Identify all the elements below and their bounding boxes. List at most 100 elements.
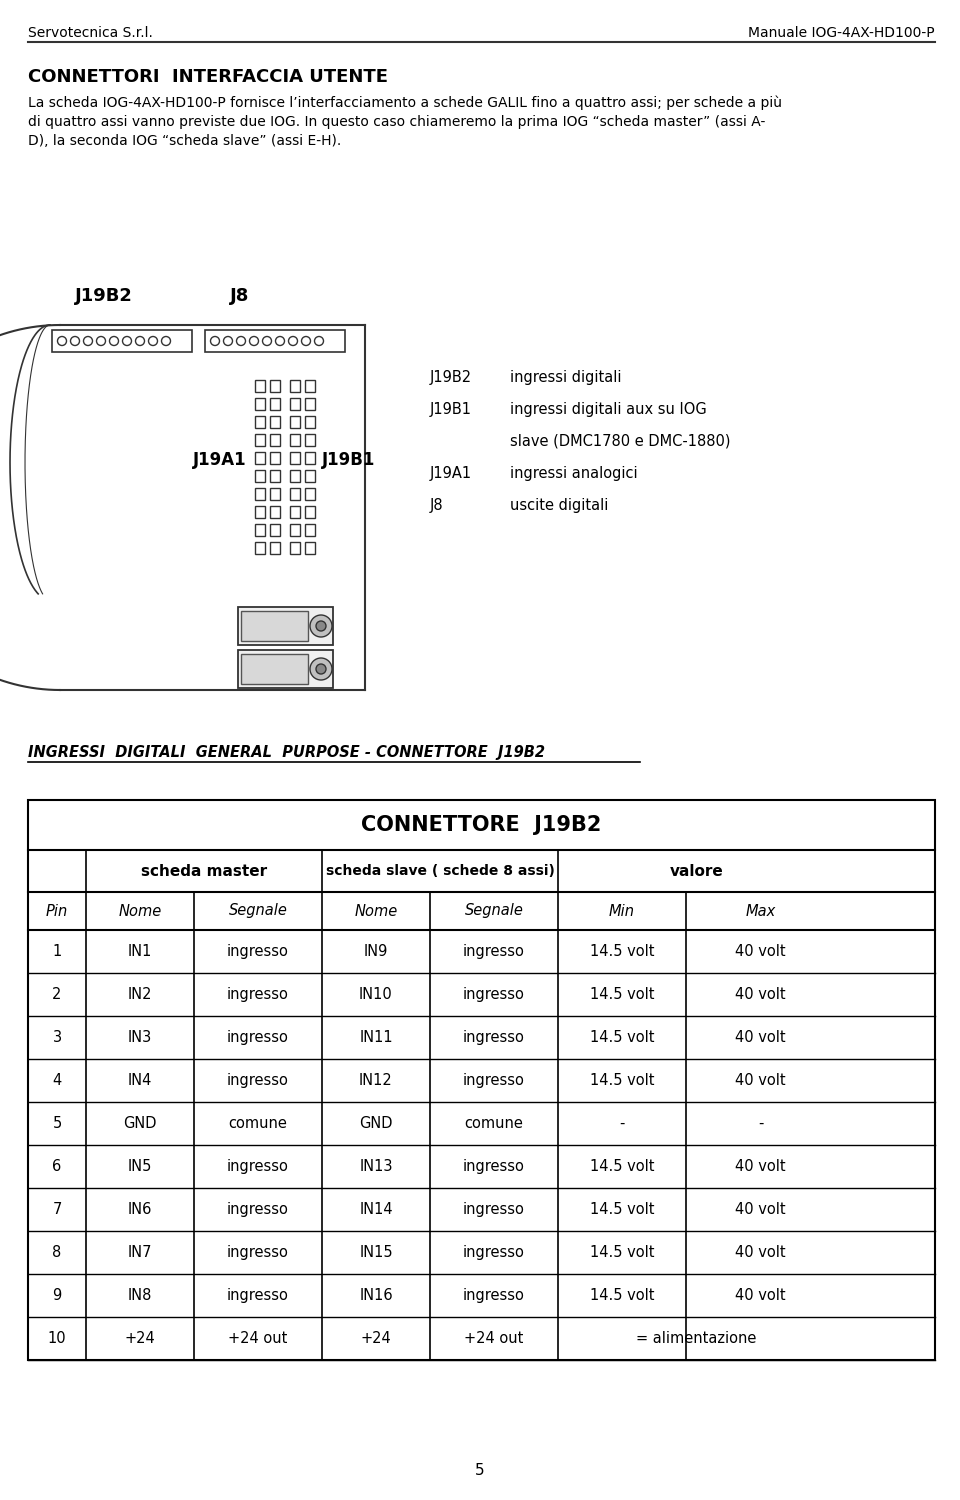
Text: IN15: IN15 [359,1245,393,1260]
Bar [52,330,192,352]
Text: valore: valore [670,864,724,879]
Text: IN12: IN12 [359,1072,393,1088]
Text: J8: J8 [430,498,444,513]
Text: D), la seconda IOG “scheda slave” (assi E-H).: D), la seconda IOG “scheda slave” (assi … [28,134,341,148]
Bar [255,524,265,536]
Text: IN14: IN14 [359,1202,393,1216]
Text: 40 volt: 40 volt [735,1030,786,1045]
Bar [290,506,300,518]
Text: Pin: Pin [46,903,68,918]
Text: Segnale: Segnale [228,903,287,918]
Text: J19B1: J19B1 [430,402,472,417]
Bar [290,433,300,445]
Text: ingresso: ingresso [228,1288,289,1304]
Text: ingresso: ingresso [228,944,289,958]
Bar [270,524,280,536]
Text: IN3: IN3 [128,1030,152,1045]
Bar [290,380,300,392]
Text: 1: 1 [53,944,61,958]
Bar [255,506,265,518]
Bar [270,470,280,482]
Bar [255,542,265,554]
Bar [290,488,300,500]
Bar [255,433,265,445]
Text: 14.5 volt: 14.5 volt [589,987,655,1002]
Text: ingressi digitali: ingressi digitali [510,370,621,386]
Bar [270,433,280,445]
Bar [290,470,300,482]
Text: 10: 10 [48,1330,66,1346]
Bar [290,542,300,554]
Text: Nome: Nome [354,903,397,918]
Text: ingresso: ingresso [463,1160,525,1174]
Bar [305,416,315,428]
Bar [305,542,315,554]
Text: Nome: Nome [118,903,161,918]
Text: IN8: IN8 [128,1288,153,1304]
Bar [255,416,265,428]
Text: IN6: IN6 [128,1202,153,1216]
Text: ingresso: ingresso [228,1160,289,1174]
Text: ingresso: ingresso [228,1202,289,1216]
Bar [270,416,280,428]
Circle shape [316,621,326,632]
Text: scheda master: scheda master [141,864,267,879]
Text: ingresso: ingresso [463,944,525,958]
Text: 7: 7 [52,1202,61,1216]
Bar [305,470,315,482]
Bar [238,608,333,645]
Text: ingressi digitali aux su IOG: ingressi digitali aux su IOG [510,402,707,417]
Text: = alimentazione: = alimentazione [636,1330,756,1346]
Text: ingresso: ingresso [463,987,525,1002]
Circle shape [310,615,332,638]
Text: J19A1: J19A1 [193,452,247,470]
Text: 14.5 volt: 14.5 volt [589,1245,655,1260]
Bar [28,800,935,1360]
Text: Servotecnica S.r.l.: Servotecnica S.r.l. [28,26,153,40]
Bar [255,380,265,392]
Text: CONNETTORI  INTERFACCIA UTENTE: CONNETTORI INTERFACCIA UTENTE [28,68,388,86]
Text: +24 out: +24 out [465,1330,524,1346]
Text: IN2: IN2 [128,987,153,1002]
Text: IN16: IN16 [359,1288,393,1304]
Bar [270,506,280,518]
Text: 14.5 volt: 14.5 volt [589,1288,655,1304]
Text: +24: +24 [125,1330,156,1346]
Text: -: - [757,1116,763,1131]
Bar [255,398,265,410]
Bar [270,542,280,554]
Text: GND: GND [359,1116,393,1131]
Bar [241,610,308,640]
Bar [290,398,300,410]
Text: 14.5 volt: 14.5 volt [589,1072,655,1088]
Text: Max: Max [745,903,776,918]
Text: ingresso: ingresso [228,1072,289,1088]
Text: +24: +24 [361,1330,392,1346]
Text: 40 volt: 40 volt [735,1160,786,1174]
Bar [305,524,315,536]
Bar [305,380,315,392]
Text: IN13: IN13 [359,1160,393,1174]
Text: comune: comune [465,1116,523,1131]
Text: IN5: IN5 [128,1160,153,1174]
Text: 4: 4 [53,1072,61,1088]
Text: IN11: IN11 [359,1030,393,1045]
Bar [305,506,315,518]
Text: 40 volt: 40 volt [735,1202,786,1216]
Bar [270,398,280,410]
Bar [305,398,315,410]
Text: 3: 3 [53,1030,61,1045]
Bar [290,452,300,464]
Text: +24 out: +24 out [228,1330,288,1346]
Text: ingresso: ingresso [228,1030,289,1045]
Text: La scheda IOG-4AX-HD100-P fornisce l’interfacciamento a schede GALIL fino a quat: La scheda IOG-4AX-HD100-P fornisce l’int… [28,96,782,111]
Circle shape [310,658,332,680]
Text: 40 volt: 40 volt [735,944,786,958]
Text: J19A1: J19A1 [430,466,472,482]
Bar [270,380,280,392]
Text: 14.5 volt: 14.5 volt [589,944,655,958]
Text: IN1: IN1 [128,944,153,958]
Text: 14.5 volt: 14.5 volt [589,1030,655,1045]
Text: 2: 2 [52,987,61,1002]
Text: Manuale IOG-4AX-HD100-P: Manuale IOG-4AX-HD100-P [749,26,935,40]
